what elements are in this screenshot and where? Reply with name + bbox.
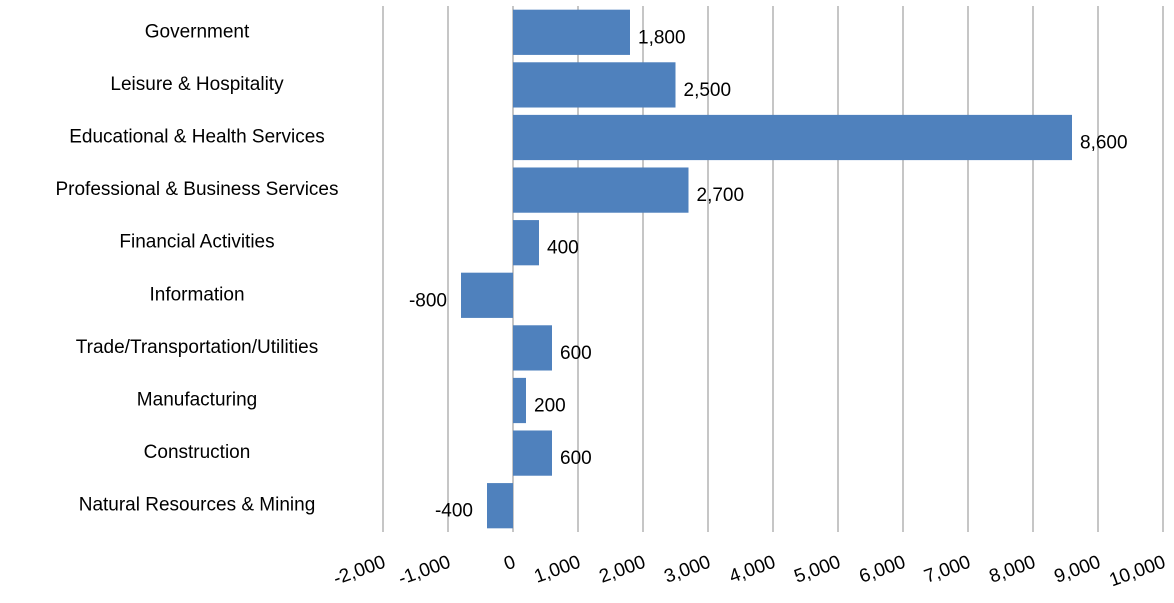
data-label: 400	[547, 238, 579, 259]
data-label: 8,600	[1080, 133, 1128, 154]
y-tick-label: Information	[149, 284, 244, 305]
bar	[461, 272, 513, 318]
y-tick-label: Professional & Business Services	[55, 179, 338, 200]
x-tick-label: -1,000	[396, 552, 454, 590]
bar	[513, 325, 552, 371]
y-tick-label: Educational & Health Services	[69, 127, 325, 148]
data-label: 1,800	[638, 27, 686, 48]
y-tick-label: Construction	[144, 442, 251, 463]
data-label: 600	[560, 448, 592, 469]
bar	[487, 483, 513, 529]
x-tick-label: 8,000	[987, 552, 1039, 588]
y-tick-label: Manufacturing	[137, 390, 257, 411]
y-tick-label: Leisure & Hospitality	[110, 74, 284, 95]
x-tick-label: 10,000	[1107, 552, 1169, 592]
y-tick-label: Natural Resources & Mining	[79, 495, 316, 516]
x-tick-label: 1,000	[532, 552, 584, 588]
x-tick-label: 4,000	[727, 552, 779, 588]
data-label: -800	[409, 290, 447, 311]
x-tick-label: 0	[501, 552, 518, 575]
x-tick-label: 9,000	[1052, 552, 1104, 588]
y-tick-label: Financial Activities	[119, 232, 274, 253]
x-tick-label: 6,000	[857, 552, 909, 588]
bar	[513, 220, 539, 266]
x-tick-label: 5,000	[792, 552, 844, 588]
data-label: -400	[435, 501, 473, 522]
bar	[513, 9, 630, 55]
x-tick-label: 3,000	[662, 552, 714, 588]
y-tick-label: Trade/Transportation/Utilities	[76, 337, 319, 358]
x-tick-label: -2,000	[331, 552, 389, 590]
data-label: 600	[560, 343, 592, 364]
bar	[513, 167, 689, 213]
bar	[513, 377, 526, 424]
data-label: 2,500	[684, 80, 732, 101]
bar	[513, 430, 552, 476]
y-tick-label: Government	[145, 21, 250, 42]
bar	[513, 62, 676, 108]
x-tick-label: 7,000	[922, 552, 974, 588]
bar	[513, 114, 1072, 161]
x-tick-label: 2,000	[597, 552, 649, 588]
data-label: 200	[534, 396, 566, 417]
data-label: 2,700	[697, 185, 745, 206]
